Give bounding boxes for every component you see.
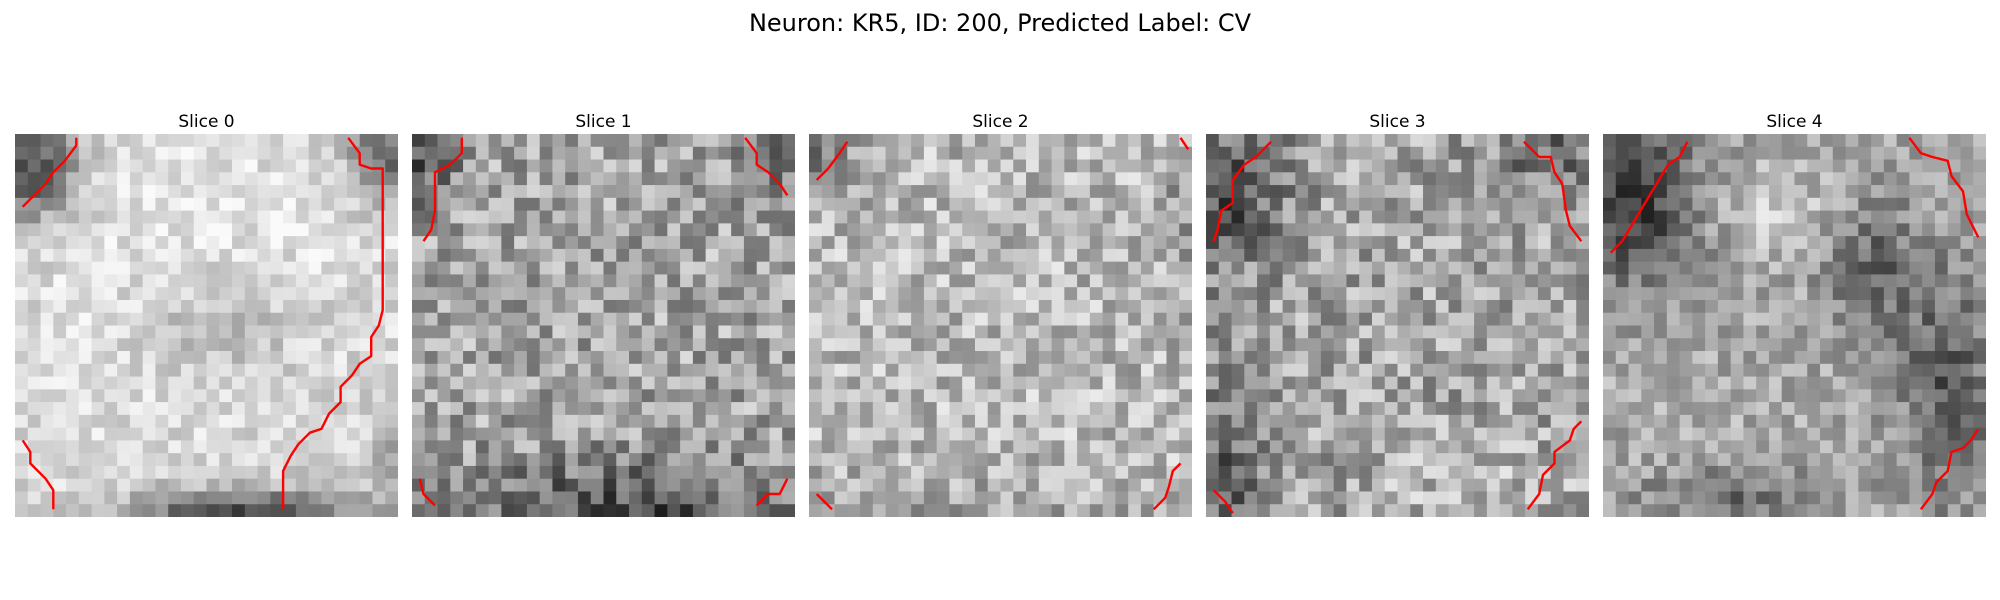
contour-line xyxy=(422,137,463,242)
figure-title: Neuron: KR5, ID: 200, Predicted Label: C… xyxy=(748,9,1252,37)
pixel-grid xyxy=(1603,134,1986,517)
contour-line xyxy=(815,493,833,511)
slice-image xyxy=(1603,134,1986,517)
contour-line xyxy=(815,141,849,181)
contour-line xyxy=(281,137,384,510)
slice-title: Slice 0 xyxy=(178,112,235,132)
contour-line xyxy=(1919,428,1980,511)
pixel-grid xyxy=(412,134,795,517)
contour-line xyxy=(755,478,789,507)
contour-line xyxy=(1908,137,1980,238)
contour-line xyxy=(744,137,789,196)
contour-line xyxy=(1609,141,1689,254)
slice-panel-1: Slice 1 xyxy=(412,110,795,517)
slice-panel-0: Slice 0 xyxy=(15,110,398,517)
contour-line xyxy=(1523,140,1583,242)
slice-image xyxy=(809,134,1192,517)
pixel-grid xyxy=(15,134,398,517)
contour-line xyxy=(21,439,55,510)
contour-line xyxy=(1212,489,1234,514)
slice-panel-3: Slice 3 xyxy=(1206,110,1589,517)
contour-line xyxy=(1152,462,1182,511)
pixel-grid xyxy=(1206,134,1589,517)
slice-image xyxy=(15,134,398,517)
contour-line xyxy=(1526,420,1583,511)
slice-title: Slice 2 xyxy=(972,112,1029,132)
slice-panel-4: Slice 4 xyxy=(1603,110,1986,517)
slice-image xyxy=(1206,134,1589,517)
slice-title: Slice 4 xyxy=(1766,112,1823,132)
pixel-grid xyxy=(809,134,1192,517)
contour-line xyxy=(1212,140,1272,242)
contour-line xyxy=(21,137,78,208)
slice-panel-2: Slice 2 xyxy=(809,110,1192,517)
slice-title: Slice 3 xyxy=(1369,112,1426,132)
contour-line xyxy=(418,478,436,507)
contour-line xyxy=(1179,137,1190,150)
slice-title: Slice 1 xyxy=(575,112,632,132)
slice-image xyxy=(412,134,795,517)
